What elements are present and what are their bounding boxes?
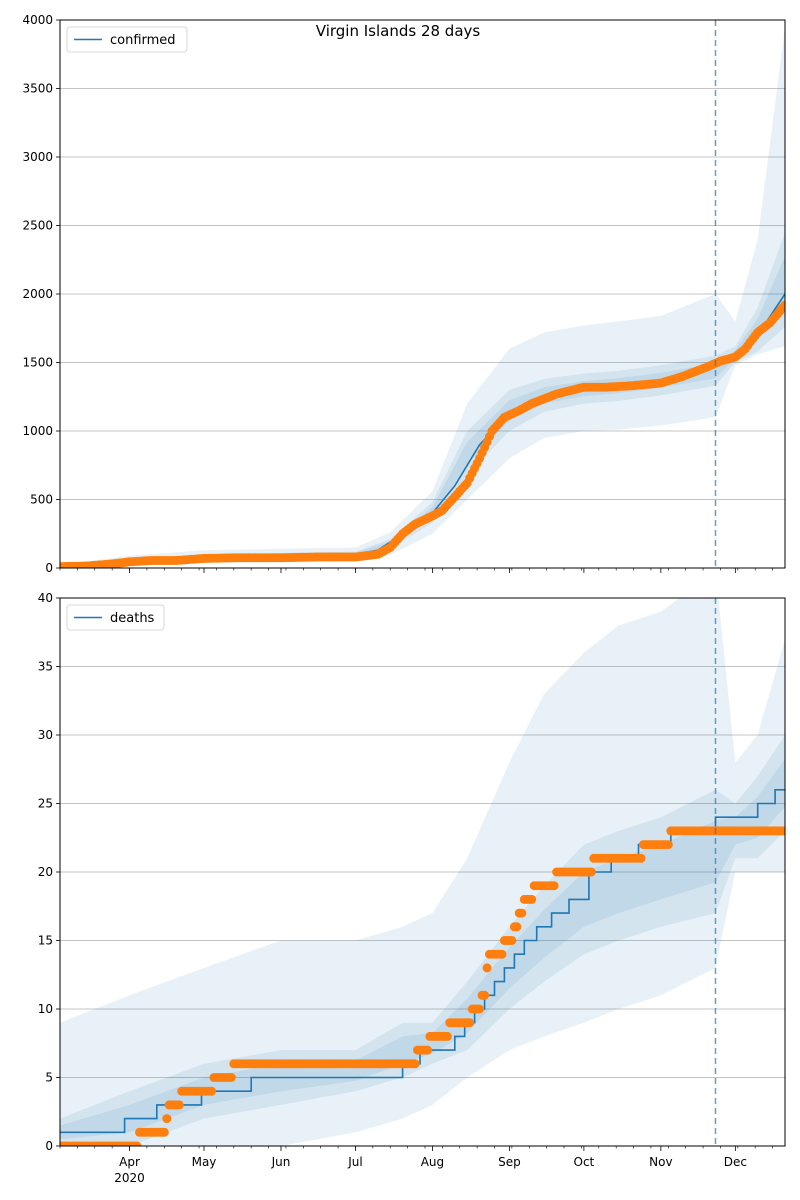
chart-title: Virgin Islands 28 days xyxy=(316,22,481,40)
y-tick-label: 10 xyxy=(38,1002,53,1016)
plot-area xyxy=(60,598,785,1146)
observed-point xyxy=(482,963,492,973)
observed-point xyxy=(636,853,646,863)
y-tick-label: 40 xyxy=(38,591,53,605)
y-tick-label: 20 xyxy=(38,865,53,879)
plot-area xyxy=(60,26,785,568)
y-tick-label: 35 xyxy=(38,660,53,674)
x-tick-label: Apr xyxy=(119,1155,140,1169)
y-tick-label: 15 xyxy=(38,934,53,948)
y-tick-label: 30 xyxy=(38,728,53,742)
observed-point xyxy=(475,1004,485,1014)
band-outer xyxy=(60,26,785,568)
observed-point xyxy=(507,936,517,945)
legend: confirmed xyxy=(66,26,188,53)
y-tick-label: 1500 xyxy=(22,356,53,370)
y-tick-label: 25 xyxy=(38,797,53,811)
observed-point xyxy=(586,867,596,877)
axes-frame xyxy=(59,597,786,1147)
y-tick-label: 0 xyxy=(45,561,53,575)
observed-point xyxy=(226,1073,236,1082)
y-tick-label: 3500 xyxy=(22,82,53,96)
observed-point xyxy=(465,1018,475,1028)
observed-point xyxy=(527,894,537,904)
observed-point xyxy=(132,1141,142,1146)
observed-point xyxy=(549,881,559,891)
observed-point xyxy=(780,300,785,310)
legend-label: confirmed xyxy=(110,33,176,48)
observed-point xyxy=(410,1059,420,1069)
observed-point xyxy=(780,826,785,836)
y-tick-label: 3000 xyxy=(22,150,53,164)
observed-point xyxy=(207,1086,216,1096)
x-tick-label: May xyxy=(192,1155,217,1169)
observed-point xyxy=(517,908,527,918)
x-tick-label: Dec xyxy=(724,1155,747,1169)
x-tick-label: Sep xyxy=(498,1155,521,1169)
legend-box xyxy=(66,604,165,631)
observed-point xyxy=(442,1031,452,1041)
x-tick-label: Jul xyxy=(347,1155,362,1169)
band-inner xyxy=(60,735,785,1146)
legend-box xyxy=(66,26,188,53)
x-tick-label: Nov xyxy=(649,1155,672,1169)
confirmed-panel: 0 500 1000 1500 2000 2500 3000 3500 4000 confirme… xyxy=(22,13,786,575)
observed-point xyxy=(663,840,673,850)
x-tick-label: Oct xyxy=(574,1155,595,1169)
observed-point xyxy=(480,990,490,1000)
x-tick-label: Jun xyxy=(271,1155,291,1169)
legend: deaths xyxy=(66,604,165,631)
observed-point xyxy=(423,1045,432,1055)
legend-label: deaths xyxy=(110,611,155,626)
y-tick-label: 1000 xyxy=(22,424,53,438)
observed-point xyxy=(159,1127,169,1137)
y-tick-label: 2500 xyxy=(22,219,53,233)
x-tick-sublabel: 2020 xyxy=(114,1171,145,1185)
observed-point xyxy=(174,1100,184,1110)
observed-point xyxy=(512,922,522,932)
y-tick-label: 5 xyxy=(45,1071,53,1085)
band-outer xyxy=(60,598,785,1146)
x-tick-label: Aug xyxy=(421,1155,444,1169)
observed-point xyxy=(497,949,507,959)
y-tick-label: 2000 xyxy=(22,287,53,301)
y-tick-label: 0 xyxy=(45,1139,53,1153)
y-tick-label: 4000 xyxy=(22,13,53,27)
observed-point xyxy=(162,1114,172,1124)
deaths-panel: 0 5 10 15 20 25 30 35 40 Apr 2020 May Jun Jul Aug Sep Oc… xyxy=(38,591,786,1185)
axes-frame xyxy=(59,19,786,569)
y-tick-label: 500 xyxy=(30,493,53,507)
